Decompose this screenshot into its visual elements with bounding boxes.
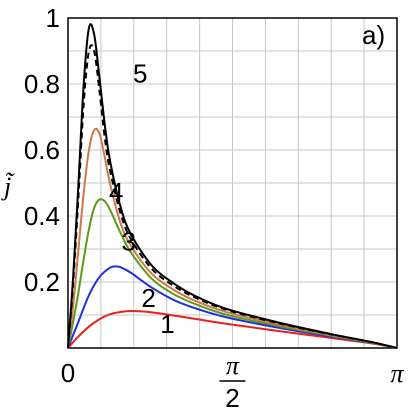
- series-line-1: [67, 310, 398, 349]
- y-tick-label: 1: [46, 3, 60, 33]
- y-tick-label: 0.6: [24, 135, 60, 165]
- y-tick-label: 0.2: [24, 267, 60, 297]
- y-tick-label: 0.4: [24, 201, 60, 231]
- y-axis-label: j̃: [1, 172, 15, 201]
- panel-label: a): [362, 20, 385, 50]
- tick-labels: 0.2 0.4 0.6 0.8 1 0 π 2 π: [24, 3, 405, 411]
- curve-label-2: 2: [141, 283, 155, 313]
- curve-label-3: 3: [122, 227, 136, 257]
- plot-frame: [67, 17, 398, 349]
- series-group: [67, 23, 398, 349]
- x-tick-label-numerator: π: [226, 351, 240, 380]
- grid: [68, 18, 397, 348]
- x-tick-label-denominator: 2: [225, 383, 239, 411]
- curve-label-4: 4: [109, 177, 123, 207]
- curve-label-1: 1: [160, 309, 174, 339]
- x-tick-label: π: [390, 359, 404, 388]
- y-tick-label: 0.8: [24, 69, 60, 99]
- x-tick-label: 0: [61, 358, 75, 388]
- series-line-4: [67, 127, 398, 349]
- curve-label-5: 5: [133, 58, 147, 88]
- series-line-envelope: [67, 23, 398, 349]
- curve-labels: 123 4 5: [109, 58, 175, 339]
- series-line-2: [67, 265, 398, 349]
- series-line-3: [67, 198, 398, 349]
